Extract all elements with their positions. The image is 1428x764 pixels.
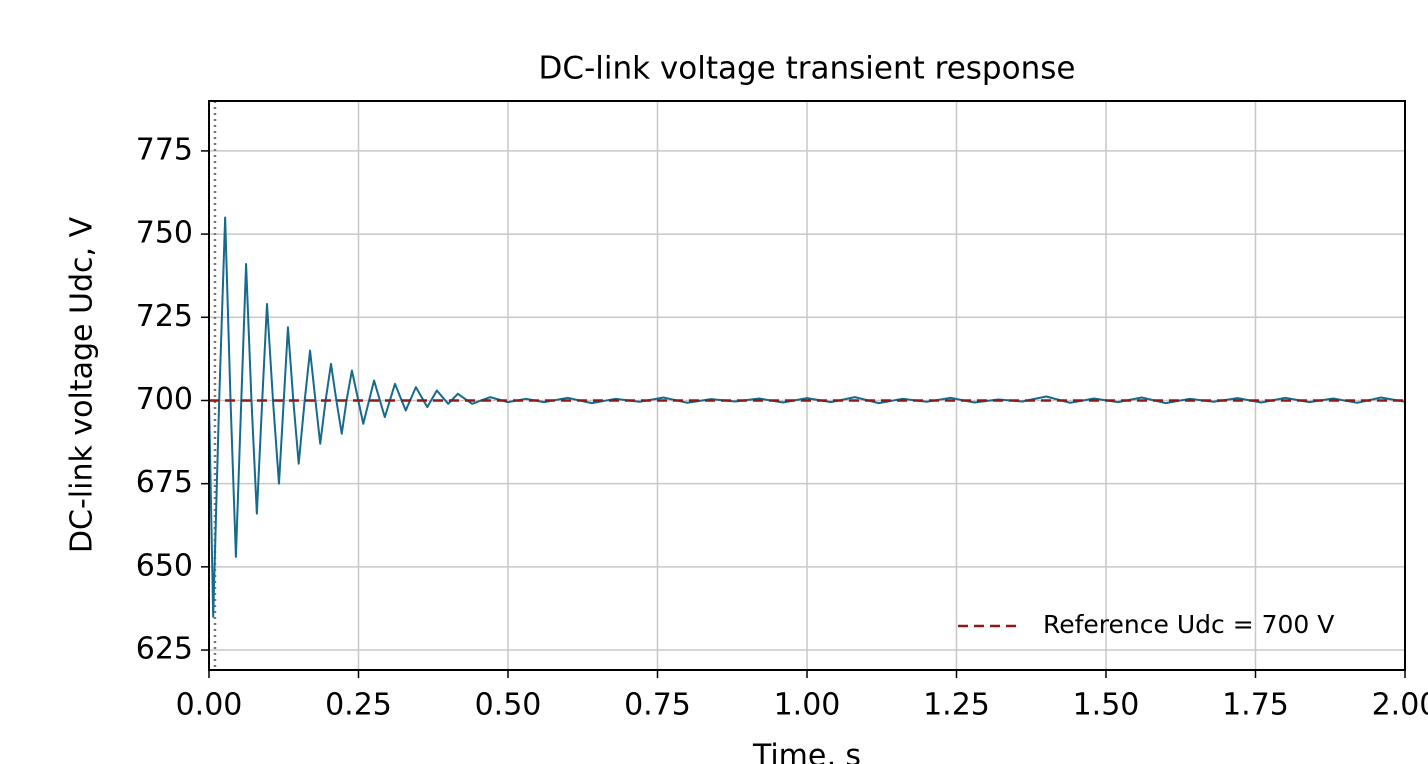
x-tick-label: 1.75 — [1222, 688, 1289, 723]
x-tick-label: 1.00 — [774, 688, 841, 723]
data-line — [208, 216, 1406, 618]
x-tick-label: 0.50 — [475, 688, 542, 723]
x-tick-label: 2.00 — [1372, 688, 1428, 723]
plot-frame — [208, 100, 1406, 671]
y-tick-label: 625 — [136, 632, 193, 667]
x-tick-label: 0.75 — [624, 688, 691, 723]
y-axis-label: DC-link voltage Udc, V — [65, 216, 100, 553]
x-tick-label: 1.25 — [923, 688, 990, 723]
x-tick-label: 1.50 — [1073, 688, 1140, 723]
y-tick-label: 725 — [136, 299, 193, 334]
y-tick-label: 650 — [136, 548, 193, 583]
y-tick-label: 675 — [136, 465, 193, 500]
x-axis-label: Time, s — [752, 739, 861, 764]
legend-label: Reference Udc = 700 V — [1043, 610, 1334, 639]
y-tick-label: 750 — [136, 216, 193, 251]
x-tick-label: 0.00 — [176, 688, 243, 723]
chart-title: DC-link voltage transient response — [539, 51, 1076, 87]
y-tick-label: 775 — [136, 132, 193, 167]
x-tick-label: 0.25 — [325, 688, 392, 723]
y-tick-label: 700 — [136, 382, 193, 417]
